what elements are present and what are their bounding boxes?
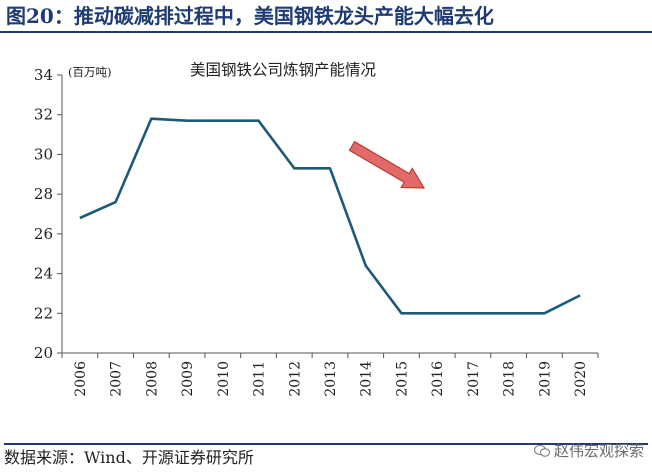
line-chart: 20 22 24 26 28 30 32 34 2006 2007 2008 2009 2010 2011… <box>34 66 599 397</box>
x-tick-label: 2012 <box>287 361 303 397</box>
x-tick-label: 2019 <box>537 361 553 397</box>
x-tick-label: 2008 <box>144 361 160 397</box>
x-tick-label: 2018 <box>502 361 518 397</box>
x-tick-label: 2016 <box>430 361 446 397</box>
x-tick-label: 2014 <box>359 361 375 397</box>
chart-axes <box>61 75 598 354</box>
series-line <box>79 117 581 315</box>
y-tick-label: 26 <box>34 225 53 243</box>
x-tick-label: 2015 <box>394 361 410 397</box>
chart-series <box>79 117 581 315</box>
arrow-body <box>348 140 426 189</box>
chart-title: 美国钢铁公司炼钢产能情况 <box>190 61 377 79</box>
arrow-shape <box>348 140 426 189</box>
y-tick-label: 30 <box>34 145 53 163</box>
y-tick-label: 24 <box>34 265 53 283</box>
y-tick-label: 22 <box>34 304 53 322</box>
x-tick-label: 2010 <box>216 361 232 397</box>
y-tick-label: 20 <box>34 344 53 362</box>
x-tick-label: 2011 <box>252 361 268 397</box>
figure-title: 图20：推动碳减排过程中，美国钢铁龙头产能大幅去化 <box>0 0 652 33</box>
y-tick-label: 34 <box>34 66 53 84</box>
source-note: 数据来源：Wind、开源证券研究所 <box>4 443 648 471</box>
x-tick-label: 2009 <box>180 361 196 397</box>
wechat-icon <box>533 444 550 457</box>
y-axis-unit-label: (百万吨) <box>68 65 112 79</box>
x-tick-label: 2006 <box>73 361 89 397</box>
watermark-text: 赵伟宏观探索 <box>553 442 644 460</box>
x-tick-label: 2017 <box>466 361 482 397</box>
x-tick-label: 2007 <box>109 361 125 397</box>
trend-arrow-annotation <box>348 140 426 189</box>
x-tick-label: 2013 <box>323 361 339 397</box>
y-tick-label: 32 <box>34 106 53 124</box>
watermark: 赵伟宏观探索 <box>533 440 644 461</box>
x-tick-label: 2020 <box>573 361 589 397</box>
y-tick-label: 28 <box>34 185 53 203</box>
chart-ticks: 20 22 24 26 28 30 32 34 2006 2007 2008 2009 2010 2011… <box>34 66 599 397</box>
